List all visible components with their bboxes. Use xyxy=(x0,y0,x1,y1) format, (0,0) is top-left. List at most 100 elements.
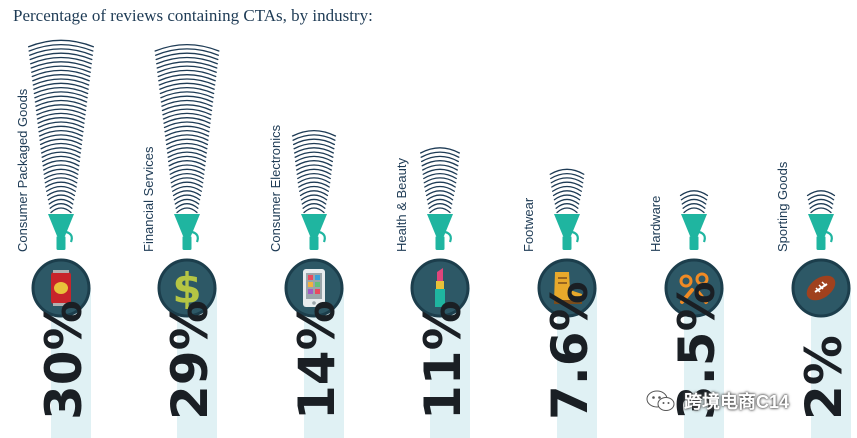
megaphone-grip xyxy=(65,230,73,243)
bolt xyxy=(680,288,694,304)
megaphone-cone xyxy=(301,214,327,236)
sound-wave xyxy=(46,190,76,197)
phone-button xyxy=(312,301,316,305)
value-label: 14% xyxy=(288,300,346,420)
sound-wave xyxy=(169,168,205,175)
app-tile xyxy=(315,282,320,287)
sound-wave xyxy=(33,86,89,95)
sound-wave xyxy=(43,164,79,171)
sound-wave xyxy=(163,117,211,124)
boot-icon xyxy=(554,272,582,304)
nut xyxy=(695,272,709,286)
sound-wave xyxy=(38,129,84,137)
sound-wave xyxy=(552,185,582,192)
sound-wave xyxy=(298,181,330,188)
sound-wave xyxy=(423,177,457,184)
megaphone-cone xyxy=(554,214,580,236)
value-label: 11% xyxy=(414,300,472,420)
sound-wave xyxy=(38,125,84,133)
app-tile xyxy=(308,289,313,294)
dollar-glyph: $ xyxy=(172,264,201,313)
sound-wave xyxy=(680,194,708,201)
sound-wave xyxy=(555,203,579,209)
nuts-bolts-icon xyxy=(679,272,709,304)
sound-wave xyxy=(421,155,459,163)
sound-wave xyxy=(299,190,329,197)
megaphone-grip xyxy=(825,230,833,243)
nut xyxy=(679,274,693,288)
sound-wave xyxy=(296,164,332,171)
megaphone-icon xyxy=(808,214,834,250)
sound-wave xyxy=(808,198,834,205)
megaphone-icon xyxy=(48,214,74,250)
megaphone-icon xyxy=(427,214,453,250)
sound-wave xyxy=(293,142,335,150)
bar-group-1: Financial Services $29% xyxy=(141,44,220,438)
watermark: 跨境电商C14 xyxy=(646,388,789,414)
sound-wave xyxy=(556,207,578,214)
megaphone-icon xyxy=(681,214,707,250)
sound-wave xyxy=(176,207,198,214)
bar-group-0: Consumer Packaged Goods 30% xyxy=(15,39,95,438)
sound-wave xyxy=(39,134,83,141)
sound-wave xyxy=(295,160,333,167)
sound-wave xyxy=(807,194,835,201)
ball-stitch xyxy=(815,287,821,293)
sound-wave xyxy=(683,207,705,214)
sound-wave xyxy=(421,160,459,167)
sound-wave xyxy=(158,74,216,82)
sound-wave xyxy=(162,108,212,116)
sound-wave xyxy=(809,203,833,209)
sound-wave xyxy=(167,151,207,158)
sound-wave xyxy=(168,155,206,163)
ball-stitch xyxy=(821,281,827,287)
sound-wave xyxy=(424,181,456,188)
megaphone-grip xyxy=(318,230,326,243)
sound-wave xyxy=(43,168,79,175)
app-tile xyxy=(308,282,313,287)
sound-wave xyxy=(425,190,455,197)
megaphone-handle xyxy=(309,236,319,250)
sound-wave xyxy=(31,69,91,78)
sound-wave xyxy=(806,190,836,197)
lipstick-tip xyxy=(437,268,443,282)
sound-wave xyxy=(50,207,72,214)
sound-wave xyxy=(44,177,78,184)
sound-wave xyxy=(48,198,74,205)
sound-wave xyxy=(427,198,453,205)
sound-wave xyxy=(42,155,80,163)
lipstick-case xyxy=(435,289,445,307)
sound-wave xyxy=(37,117,85,124)
sound-wave xyxy=(45,181,77,188)
value-label: 30% xyxy=(35,300,93,420)
sound-wave xyxy=(160,91,214,99)
sound-wave xyxy=(301,198,327,205)
category-label: Footwear xyxy=(521,197,536,252)
value-label: 2% xyxy=(795,335,853,420)
chart-title: Percentage of reviews containing CTAs, b… xyxy=(13,6,373,25)
sound-wave xyxy=(27,39,95,48)
sound-wave xyxy=(36,112,86,120)
football-icon xyxy=(806,275,836,301)
sound-wave xyxy=(154,44,220,52)
megaphone-handle xyxy=(435,236,445,250)
icon-circle xyxy=(157,258,217,318)
watermark-text: 跨境电商C14 xyxy=(684,392,790,412)
sound-wave xyxy=(429,207,451,214)
megaphone-cone xyxy=(808,214,834,236)
sound-wave xyxy=(682,203,706,209)
megaphone-handle xyxy=(689,236,699,250)
sound-wave xyxy=(40,147,82,154)
sound-wave xyxy=(155,48,219,56)
sound-wave xyxy=(422,168,458,175)
category-label: Sporting Goods xyxy=(775,161,790,252)
lipstick-ring xyxy=(436,281,444,289)
sound-wave xyxy=(157,69,217,78)
megaphone-grip xyxy=(444,230,452,243)
megaphone-icon xyxy=(301,214,327,250)
megaphone-cone xyxy=(48,214,74,236)
sound-wave xyxy=(294,151,334,158)
sound-wave xyxy=(681,198,707,205)
sound-wave xyxy=(299,185,329,192)
